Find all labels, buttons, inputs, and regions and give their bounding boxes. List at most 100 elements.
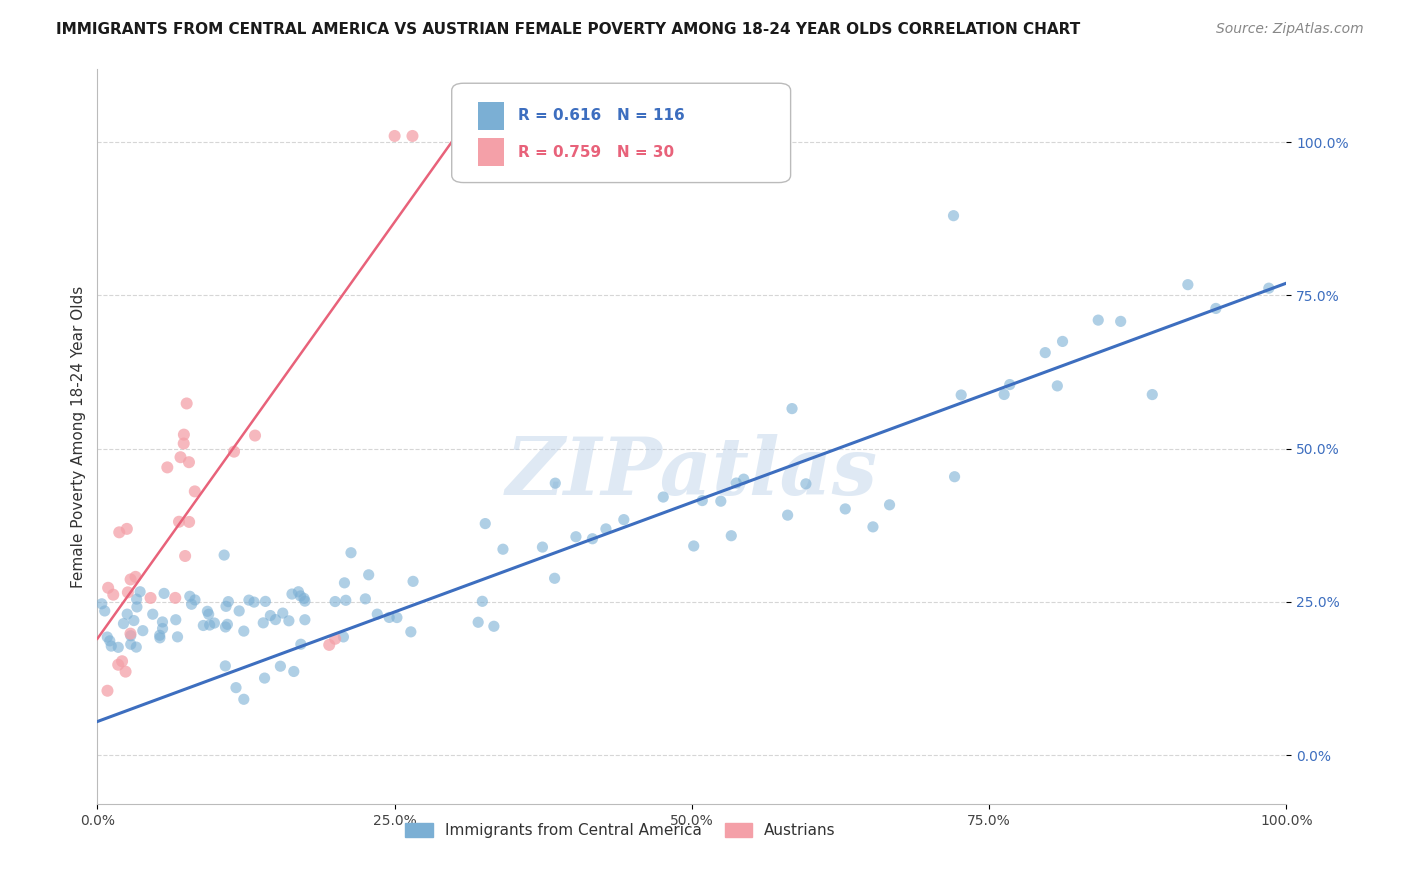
Point — [277, 614, 299, 628]
Point — [332, 630, 354, 644]
Point — [1087, 313, 1109, 327]
Point — [253, 671, 276, 685]
Point — [271, 606, 294, 620]
Point — [690, 493, 713, 508]
Point — [238, 593, 260, 607]
Point — [228, 604, 250, 618]
Point — [474, 516, 496, 531]
Point — [120, 573, 142, 587]
Point — [232, 692, 254, 706]
Point — [117, 585, 139, 599]
Point — [471, 594, 494, 608]
Point — [543, 571, 565, 585]
Point — [294, 594, 316, 608]
Point — [212, 548, 235, 562]
Point — [318, 638, 340, 652]
Point — [1109, 314, 1132, 328]
Point — [107, 640, 129, 655]
Point — [254, 594, 277, 608]
Point — [357, 567, 380, 582]
Point — [125, 599, 148, 614]
Point — [733, 472, 755, 486]
Point — [142, 607, 165, 622]
Point — [290, 637, 312, 651]
Point — [652, 490, 675, 504]
Text: R = 0.759   N = 30: R = 0.759 N = 30 — [519, 145, 675, 160]
Point — [103, 588, 125, 602]
Point — [834, 502, 856, 516]
Point — [96, 630, 118, 644]
Point — [294, 613, 316, 627]
Point — [176, 396, 198, 410]
Point — [120, 626, 142, 640]
Point — [780, 401, 803, 416]
Point — [1205, 301, 1227, 316]
Point — [333, 575, 356, 590]
Point — [323, 594, 346, 608]
Point — [1142, 387, 1164, 401]
Point — [269, 659, 291, 673]
Point — [98, 633, 121, 648]
Point — [581, 532, 603, 546]
Point — [1052, 334, 1074, 349]
Point — [225, 681, 247, 695]
Point — [492, 542, 515, 557]
Point — [725, 476, 748, 491]
Point — [710, 494, 733, 508]
Point — [93, 604, 115, 618]
Point — [222, 444, 245, 458]
Point — [107, 657, 129, 672]
Point — [217, 594, 239, 608]
Y-axis label: Female Poverty Among 18-24 Year Olds: Female Poverty Among 18-24 Year Olds — [72, 285, 86, 588]
Point — [214, 659, 236, 673]
Point — [879, 498, 901, 512]
Point — [100, 639, 122, 653]
FancyBboxPatch shape — [478, 102, 503, 129]
Point — [544, 476, 567, 491]
Point — [531, 540, 554, 554]
Point — [108, 525, 131, 540]
Point — [281, 587, 304, 601]
Point — [1177, 277, 1199, 292]
Point — [193, 618, 215, 632]
Point — [180, 597, 202, 611]
Point — [179, 515, 201, 529]
Point — [153, 586, 176, 600]
Point — [198, 618, 221, 632]
Point — [354, 591, 377, 606]
Point — [993, 387, 1015, 401]
Text: ZIPatlas: ZIPatlas — [506, 434, 877, 512]
Point — [112, 616, 135, 631]
Point — [998, 377, 1021, 392]
Text: R = 0.616   N = 116: R = 0.616 N = 116 — [519, 108, 685, 123]
Point — [165, 591, 187, 605]
Point — [152, 615, 174, 629]
Point — [385, 610, 408, 624]
Point — [173, 427, 195, 442]
Point — [217, 617, 239, 632]
Point — [179, 589, 201, 603]
Point — [122, 614, 145, 628]
Point — [776, 508, 799, 523]
Point — [292, 591, 315, 606]
Text: IMMIGRANTS FROM CENTRAL AMERICA VS AUSTRIAN FEMALE POVERTY AMONG 18-24 YEAR OLDS: IMMIGRANTS FROM CENTRAL AMERICA VS AUSTR… — [56, 22, 1080, 37]
Point — [720, 529, 742, 543]
Point — [96, 683, 118, 698]
Legend: Immigrants from Central America, Austrians: Immigrants from Central America, Austria… — [399, 817, 842, 845]
Point — [174, 549, 197, 563]
Point — [149, 631, 172, 645]
Point — [943, 469, 966, 483]
Point — [129, 584, 152, 599]
Point — [243, 595, 266, 609]
Point — [167, 515, 190, 529]
Point — [232, 624, 254, 639]
Point — [613, 513, 636, 527]
Point — [565, 530, 588, 544]
Point — [384, 128, 406, 143]
Point — [340, 546, 363, 560]
Text: Source: ZipAtlas.com: Source: ZipAtlas.com — [1216, 22, 1364, 37]
Point — [1046, 379, 1069, 393]
Point — [173, 436, 195, 450]
Point — [259, 608, 281, 623]
Point — [166, 630, 188, 644]
